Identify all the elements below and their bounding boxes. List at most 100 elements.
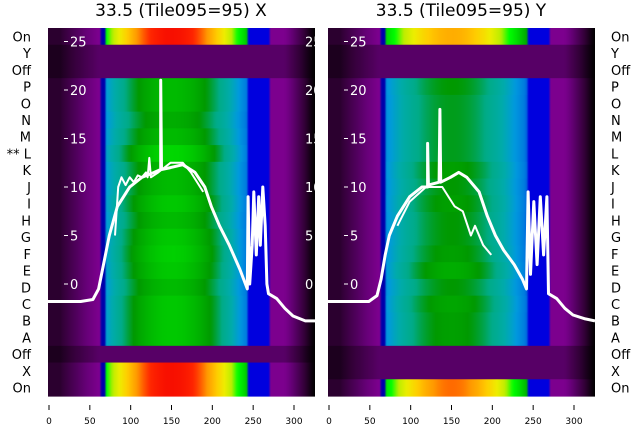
heatmap-row xyxy=(48,44,315,63)
row-label: H xyxy=(21,214,31,229)
x-tick-label: 0 xyxy=(46,417,52,427)
heatmap-row xyxy=(328,345,595,364)
panel-title-y: 33.5 (Tile095=95) Y xyxy=(376,1,547,21)
heatmap-row xyxy=(328,245,595,263)
row-label: X xyxy=(22,365,31,380)
row-label: C xyxy=(22,298,31,313)
x-tick-label: 300 xyxy=(285,417,302,427)
inner-y-tick-label: 5 xyxy=(350,230,358,245)
row-label: X xyxy=(611,365,620,380)
row-label: E xyxy=(611,265,619,280)
heatmap-row xyxy=(48,329,315,347)
x-tick-label: 50 xyxy=(84,417,96,427)
row-label: J xyxy=(26,181,31,196)
heatmap-row xyxy=(48,245,315,263)
row-label: Off xyxy=(611,64,631,79)
inner-y-tick-label-right: 15 xyxy=(305,133,322,148)
row-label: B xyxy=(611,315,620,330)
row-label: H xyxy=(611,214,621,229)
heatmap-row xyxy=(48,78,315,96)
x-tick-label: 100 xyxy=(122,417,139,427)
heatmap-row xyxy=(328,128,595,146)
heatmap-row xyxy=(48,145,315,163)
row-label: D xyxy=(21,281,31,296)
row-label: O xyxy=(21,97,31,112)
row-label: C xyxy=(611,298,620,313)
row-label: J xyxy=(610,181,615,196)
inner-y-tick-label-right: 5 xyxy=(305,230,313,245)
heatmap-row xyxy=(328,94,595,113)
row-label: I xyxy=(27,198,31,213)
x-tick-label: 150 xyxy=(163,417,180,427)
row-label: On xyxy=(611,30,629,45)
row-label: I xyxy=(611,198,615,213)
row-label: N xyxy=(611,114,621,129)
row-label: Off xyxy=(611,348,631,363)
row-label: On xyxy=(13,382,31,397)
row-label: On xyxy=(13,30,31,45)
heatmap-row xyxy=(48,94,315,113)
x-tick-label: 200 xyxy=(204,417,221,427)
heatmap-row xyxy=(328,379,595,397)
x-tick-label: 300 xyxy=(565,417,582,427)
heatmap-row xyxy=(48,28,315,46)
row-label: A xyxy=(22,332,31,347)
row-label: Y xyxy=(610,47,619,62)
heatmap-row xyxy=(328,145,595,163)
overlay-line-overlay-2 xyxy=(396,186,493,256)
row-label: F xyxy=(611,248,618,263)
row-label: N xyxy=(21,114,31,129)
row-label: Off xyxy=(12,64,32,79)
row-label: P xyxy=(611,81,619,96)
x-tick-label: 50 xyxy=(364,417,376,427)
inner-y-tick-label: 20 xyxy=(70,84,87,99)
inner-y-tick-label: 25 xyxy=(70,36,87,51)
row-label: G xyxy=(21,231,31,246)
heatmap-row xyxy=(328,111,595,129)
overlay-line-overlay xyxy=(48,78,315,323)
heatmap-row xyxy=(48,61,315,79)
row-label: L xyxy=(611,148,619,163)
heatmap-row xyxy=(48,128,315,146)
inner-y-tick-label: 0 xyxy=(350,278,358,293)
row-label: K xyxy=(22,164,31,179)
heatmap-row xyxy=(328,278,595,297)
heatmap-row xyxy=(48,195,315,213)
heatmap-row xyxy=(328,362,595,380)
heatmap-row xyxy=(328,44,595,63)
heatmap-row xyxy=(48,362,315,380)
heatmap-row xyxy=(328,312,595,330)
row-label: P xyxy=(23,81,31,96)
inner-y-tick-label: 20 xyxy=(350,84,367,99)
heatmap-row xyxy=(48,278,315,297)
heatmap-row xyxy=(48,212,315,230)
row-label: M xyxy=(20,131,31,146)
inner-y-tick-label-right: 25 xyxy=(305,36,322,51)
row-label: On xyxy=(611,382,629,397)
heatmap-row xyxy=(48,178,315,196)
heatmap-row xyxy=(328,262,595,280)
row-label: ** L xyxy=(7,148,32,163)
inner-y-tick-label: 10 xyxy=(350,181,367,196)
inner-y-tick-label-right: 10 xyxy=(305,181,322,196)
heatmap-row xyxy=(48,345,315,364)
inner-y-tick-label-right: 0 xyxy=(305,278,313,293)
x-tick-label: 200 xyxy=(484,417,501,427)
heatmap-row xyxy=(48,295,315,313)
heatmap-row xyxy=(328,61,595,79)
heatmap-row xyxy=(328,178,595,196)
heatmap-row xyxy=(48,161,315,180)
heatmap-row xyxy=(48,262,315,280)
inner-y-tick-label: 25 xyxy=(350,36,367,51)
x-tick-label: 0 xyxy=(326,417,332,427)
row-label: M xyxy=(611,131,622,146)
inner-y-tick-label: 0 xyxy=(70,278,78,293)
heatmap-row xyxy=(48,379,315,397)
inner-y-tick-label: 5 xyxy=(70,230,78,245)
row-label: K xyxy=(611,164,620,179)
heatmap-row xyxy=(328,78,595,96)
inner-y-tick-label: 10 xyxy=(70,181,87,196)
